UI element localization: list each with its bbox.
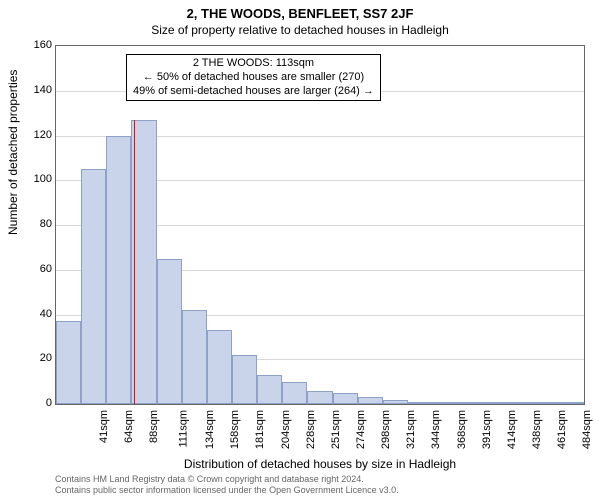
y-tick-label: 20 [12, 352, 52, 364]
histogram-bar [81, 169, 106, 404]
y-tick-label: 140 [12, 84, 52, 96]
histogram-bar [131, 120, 156, 404]
histogram-bar [408, 402, 433, 404]
histogram-bar [458, 402, 483, 404]
x-tick-label: 368sqm [456, 410, 468, 449]
footer: Contains HM Land Registry data © Crown c… [55, 474, 399, 496]
histogram-bar [333, 393, 358, 404]
y-tick-label: 160 [12, 39, 52, 51]
highlight-marker [134, 120, 136, 404]
histogram-bar [307, 391, 332, 404]
histogram-bar [509, 402, 534, 404]
histogram-bar [559, 402, 584, 404]
x-tick-label: 181sqm [255, 410, 267, 449]
x-tick-label: 228sqm [305, 410, 317, 449]
x-tick-label: 64sqm [123, 410, 135, 443]
histogram-bar [383, 400, 408, 404]
histogram-bar [282, 382, 307, 404]
histogram-bar [433, 402, 458, 404]
x-tick-label: 88sqm [148, 410, 160, 443]
histogram-bar [56, 321, 81, 404]
y-tick-label: 80 [12, 218, 52, 230]
annotation-line1: 2 THE WOODS: 113sqm [133, 57, 374, 71]
x-tick-label: 461sqm [556, 410, 568, 449]
x-tick-label: 251sqm [330, 410, 342, 449]
x-tick-label: 134sqm [204, 410, 216, 449]
x-tick-label: 274sqm [355, 410, 367, 449]
histogram-bar [257, 375, 282, 404]
annotation-line2: ← 50% of detached houses are smaller (27… [133, 71, 374, 85]
x-tick-label: 391sqm [481, 410, 493, 449]
x-tick-label: 438sqm [531, 410, 543, 449]
x-tick-label: 111sqm [178, 410, 190, 448]
x-tick-label: 344sqm [431, 410, 443, 449]
x-tick-label: 158sqm [229, 410, 241, 449]
x-axis-label: Distribution of detached houses by size … [55, 457, 585, 471]
histogram-bar [106, 136, 131, 405]
histogram-bar [483, 402, 508, 404]
y-tick-label: 100 [12, 173, 52, 185]
footer-line2: Contains public sector information licen… [55, 485, 399, 496]
chart-subtitle: Size of property relative to detached ho… [0, 23, 600, 37]
x-tick-label: 321sqm [405, 410, 417, 449]
y-tick-label: 40 [12, 308, 52, 320]
histogram-bar [182, 310, 207, 404]
chart-title: 2, THE WOODS, BENFLEET, SS7 2JF [0, 0, 600, 21]
x-tick-label: 41sqm [98, 410, 110, 443]
x-tick-label: 484sqm [581, 410, 593, 449]
x-tick-label: 298sqm [380, 410, 392, 449]
x-tick-label: 204sqm [280, 410, 292, 449]
footer-line1: Contains HM Land Registry data © Crown c… [55, 474, 399, 485]
plot-area: 2 THE WOODS: 113sqm ← 50% of detached ho… [55, 45, 585, 405]
histogram-bar [232, 355, 257, 404]
y-tick-label: 120 [12, 129, 52, 141]
histogram-bar [207, 330, 232, 404]
histogram-bar [157, 259, 182, 404]
x-tick-label: 414sqm [506, 410, 518, 449]
y-tick-label: 0 [12, 397, 52, 409]
annotation-line3: 49% of semi-detached houses are larger (… [133, 85, 374, 99]
annotation-box: 2 THE WOODS: 113sqm ← 50% of detached ho… [126, 54, 381, 101]
y-tick-label: 60 [12, 263, 52, 275]
histogram-bar [358, 397, 383, 404]
histogram-bar [534, 402, 559, 404]
